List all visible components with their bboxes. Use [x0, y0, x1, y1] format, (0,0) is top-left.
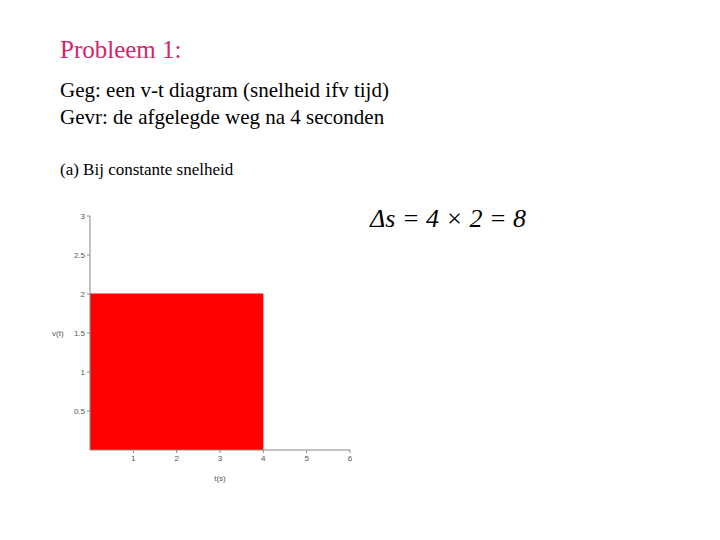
html-text:(a) Bij constante snelheid: (a) Bij constante snelheid	[60, 160, 234, 179]
html-text:Geg: een v-t diagram (snelheid: Geg: een v-t diagram (snelheid ifv tijd)	[60, 78, 389, 102]
svg-text:5: 5	[304, 454, 309, 463]
svg-text:v(t): v(t)	[52, 329, 64, 338]
html-text:Δs = 4 × 2 = 8: Δs = 4 × 2 = 8	[370, 204, 526, 233]
svg-text:6: 6	[348, 454, 353, 463]
svg-text:1.5: 1.5	[74, 329, 86, 338]
svg-text:1: 1	[131, 454, 136, 463]
svg-text:1: 1	[81, 368, 86, 377]
html-text:Probleem 1:: Probleem 1:	[60, 36, 182, 63]
svg-text:3: 3	[81, 212, 86, 221]
svg-text:2: 2	[81, 290, 86, 299]
svg-text:2.5: 2.5	[74, 251, 86, 260]
svg-text:t(s): t(s)	[214, 474, 226, 483]
html-text:Gevr: de afgelegde weg na 4 se: Gevr: de afgelegde weg na 4 seconden	[60, 105, 385, 129]
svg-text:4: 4	[261, 454, 266, 463]
svg-text:2: 2	[174, 454, 179, 463]
svg-text:0.5: 0.5	[74, 407, 86, 416]
svg-text:3: 3	[218, 454, 223, 463]
